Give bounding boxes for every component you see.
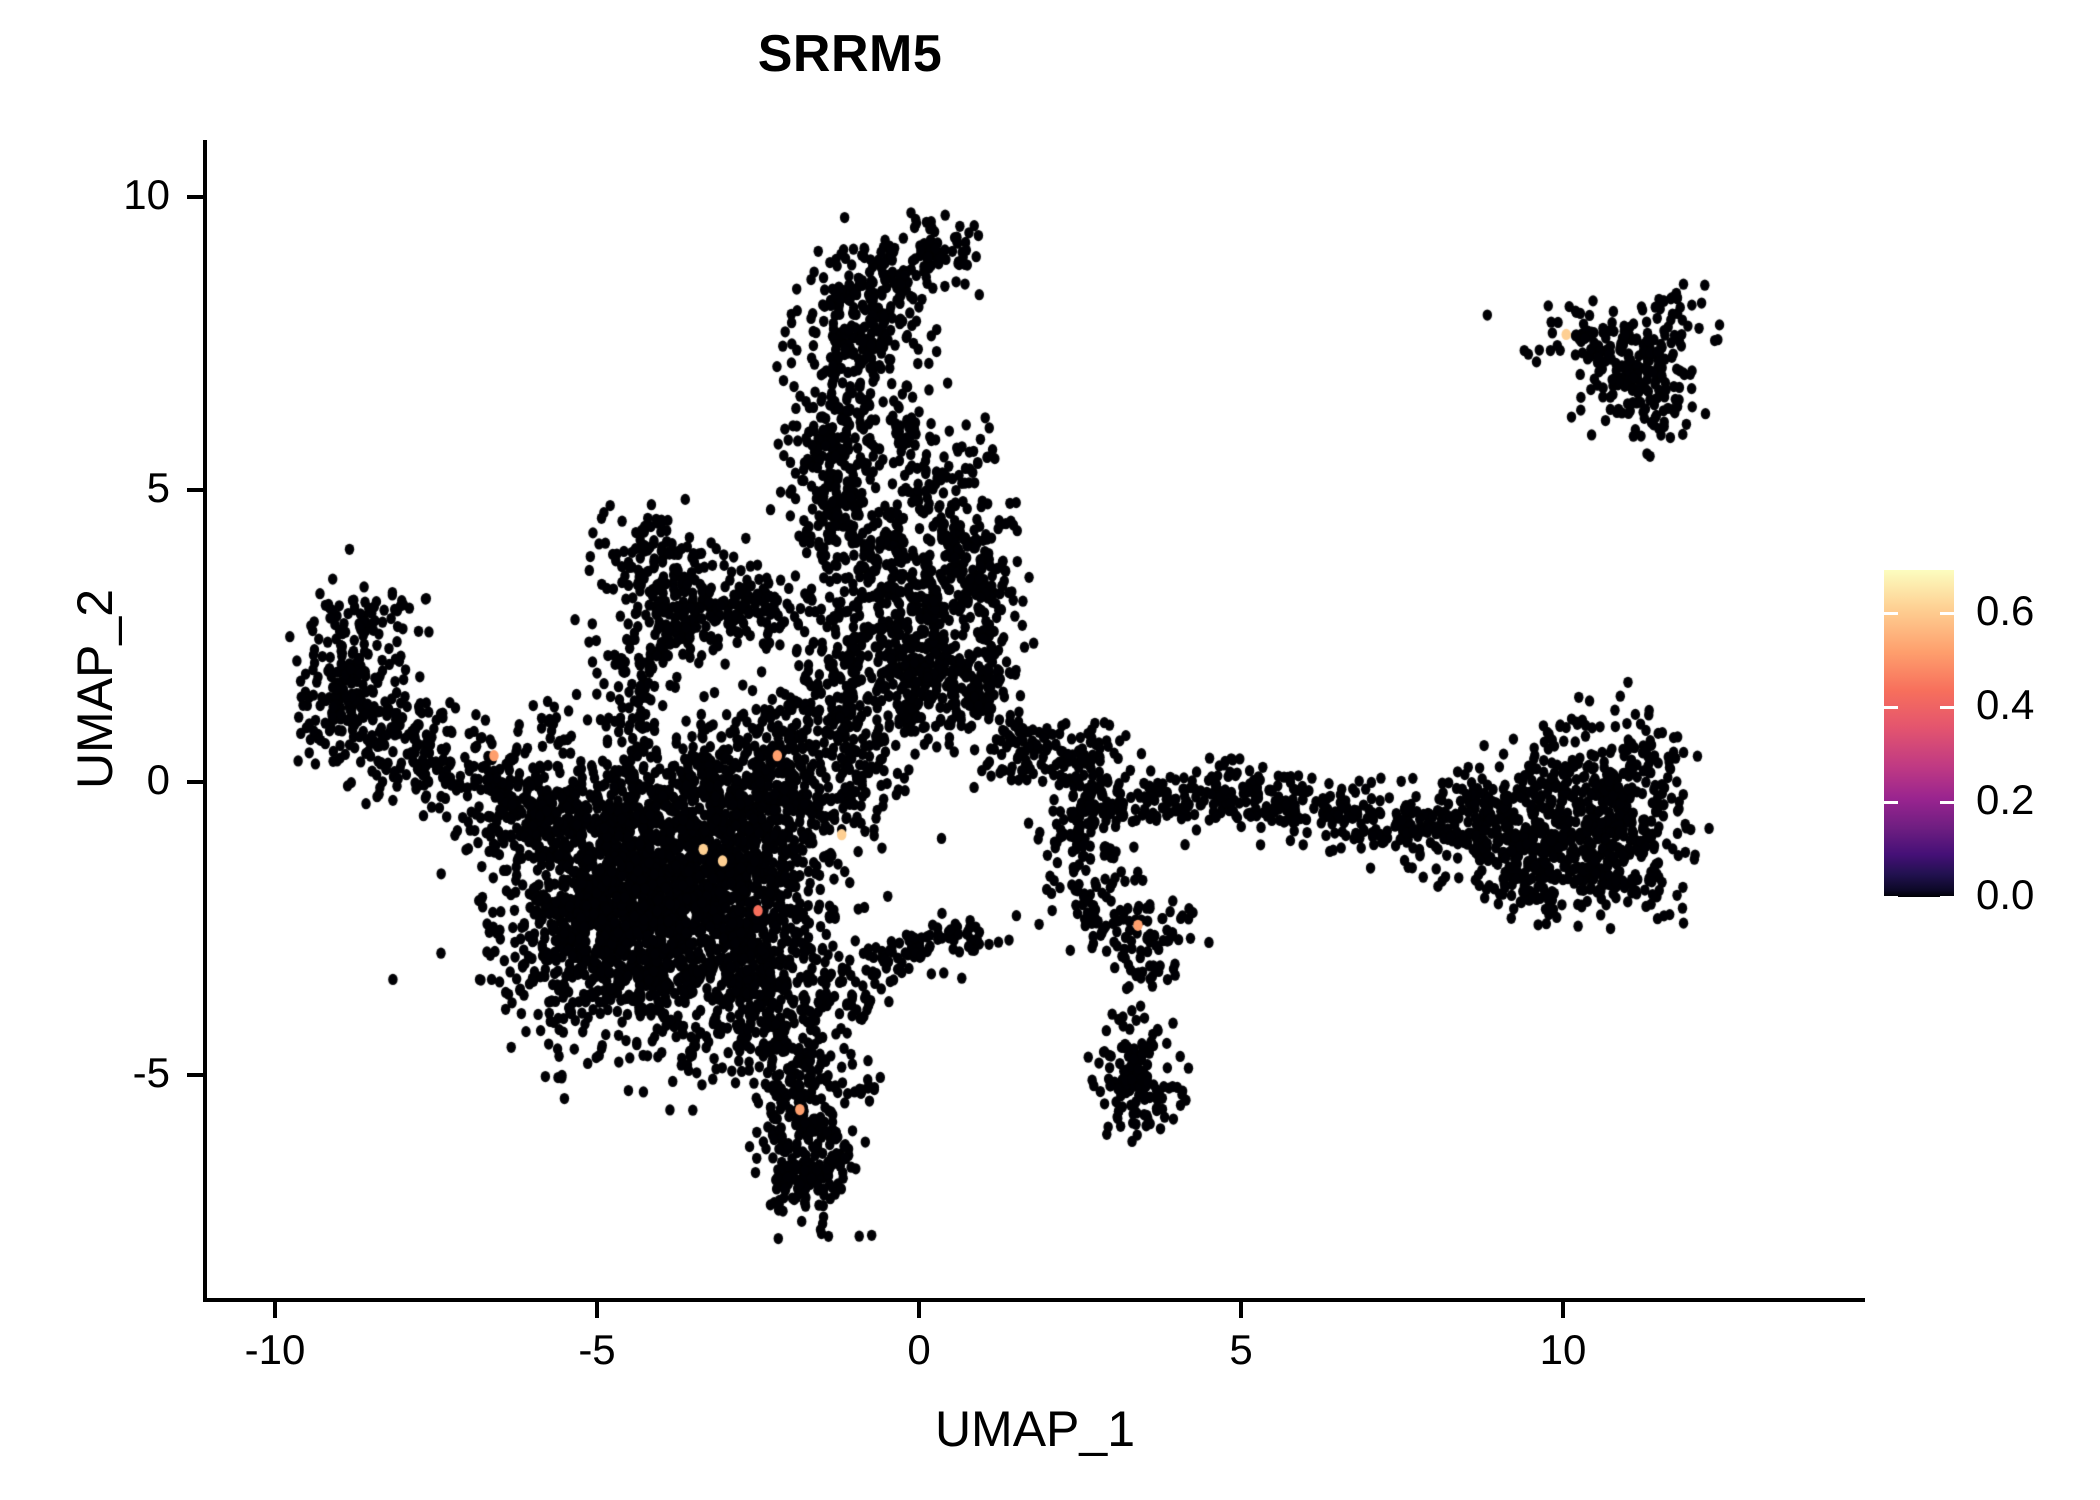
x-axis-title: UMAP_1 bbox=[934, 1401, 1136, 1457]
colorbar-tick-label: 0.6 bbox=[1976, 586, 2035, 634]
colorbar-tick-mark bbox=[1884, 801, 1898, 805]
colorbar-tick-mark bbox=[1884, 611, 1898, 615]
x-tick-mark bbox=[1239, 1302, 1243, 1318]
x-tick-mark bbox=[595, 1302, 599, 1318]
y-tick-mark bbox=[187, 1072, 203, 1077]
page-title: SRRM5 bbox=[757, 25, 943, 83]
y-tick-label: 10 bbox=[123, 171, 170, 218]
colorbar-gradient bbox=[1884, 570, 1954, 897]
y-tick-mark bbox=[187, 195, 203, 199]
x-tick-label: 10 bbox=[1539, 1326, 1587, 1373]
colorbar-tick-mark bbox=[1940, 801, 1954, 805]
colorbar-tick-label: 0.0 bbox=[1976, 871, 2035, 918]
x-tick-mark bbox=[273, 1302, 277, 1318]
scatter-plot-panel bbox=[205, 140, 1865, 1300]
x-tick-label: -5 bbox=[578, 1326, 616, 1373]
colorbar-tick-mark bbox=[1940, 896, 1954, 899]
y-axis-line bbox=[203, 140, 207, 1302]
colorbar-legend: 0.0 0.2 0.4 0.6 bbox=[1884, 570, 2084, 918]
y-tick-label: 0 bbox=[146, 756, 170, 803]
y-tick-label: 5 bbox=[146, 463, 170, 511]
x-tick-label: 5 bbox=[1229, 1326, 1253, 1373]
x-tick-mark bbox=[1561, 1302, 1565, 1318]
colorbar-tick-mark bbox=[1884, 896, 1898, 899]
y-tick-mark bbox=[187, 780, 203, 784]
colorbar-tick-label: 0.2 bbox=[1976, 776, 2035, 824]
colorbar-tick-label: 0.4 bbox=[1976, 681, 2035, 729]
x-tick-label: 0 bbox=[907, 1326, 931, 1373]
y-tick-label: -5 bbox=[132, 1048, 170, 1096]
y-tick-mark bbox=[187, 487, 203, 492]
x-axis-line bbox=[203, 1298, 1865, 1302]
colorbar-tick-mark bbox=[1884, 706, 1898, 710]
y-axis-title: UMAP_2 bbox=[67, 588, 123, 790]
colorbar-tick-mark bbox=[1940, 611, 1954, 615]
scatter-points-layer bbox=[205, 140, 1865, 1300]
x-tick-label: -10 bbox=[244, 1326, 306, 1373]
x-tick-mark bbox=[917, 1302, 921, 1318]
colorbar-tick-mark bbox=[1940, 706, 1954, 710]
